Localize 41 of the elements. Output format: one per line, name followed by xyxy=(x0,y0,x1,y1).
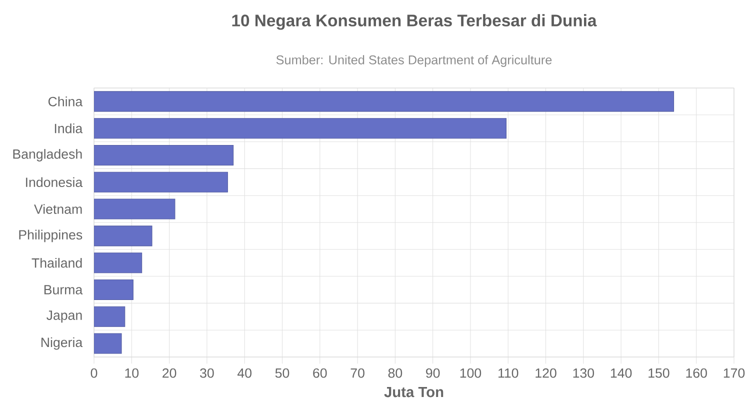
x-tick-label: 80 xyxy=(388,368,402,378)
x-tick-label: 50 xyxy=(275,368,290,378)
x-tick-label: 110 xyxy=(498,368,518,378)
x-tick-label: 170 xyxy=(724,368,745,378)
bar xyxy=(94,226,152,246)
y-tick-label: Indonesia xyxy=(26,177,83,188)
bar xyxy=(94,91,674,112)
bar xyxy=(94,118,507,139)
bar xyxy=(94,279,134,300)
bar xyxy=(94,198,176,220)
x-axis-title: Juta Ton xyxy=(384,386,444,398)
x-tick-label: 100 xyxy=(460,368,482,378)
y-tick-label: Japan xyxy=(46,310,82,323)
x-tick-label: 0 xyxy=(90,368,98,378)
x-tick-label: 90 xyxy=(426,368,440,378)
x-tick-label: 160 xyxy=(686,368,707,378)
bar xyxy=(94,144,234,166)
y-tick-label: China xyxy=(48,96,83,106)
y-tick-label: Vietnam xyxy=(34,204,82,214)
x-tick-label: 140 xyxy=(610,368,632,378)
x-tick-label: 20 xyxy=(162,368,176,378)
y-tick-label: India xyxy=(54,123,83,134)
x-tick-label: 10 xyxy=(125,368,139,378)
bar xyxy=(94,252,142,274)
bar xyxy=(94,306,126,327)
x-tick-label: 130 xyxy=(573,368,594,378)
chart-subtitle: Sumber: United States Department of Agriculture xyxy=(276,55,552,67)
y-tick-label: Bangladesh xyxy=(13,149,82,162)
y-tick-label: Thailand xyxy=(32,258,82,268)
y-tick-label: Nigeria xyxy=(41,337,83,350)
x-tick-label: 150 xyxy=(648,368,670,378)
x-tick-label: 30 xyxy=(200,368,214,378)
bar xyxy=(94,172,228,192)
x-tick-label: 40 xyxy=(237,368,252,378)
x-tick-label: 60 xyxy=(313,368,327,378)
y-tick-label: Burma xyxy=(44,285,83,294)
y-tick-label: Philippines xyxy=(19,230,82,242)
x-tick-label: 120 xyxy=(536,368,556,378)
chart-title: 10 Negara Konsumen Beras Terbesar di Dunia xyxy=(232,14,597,30)
bar xyxy=(94,333,122,354)
x-tick-label: 70 xyxy=(350,368,364,378)
